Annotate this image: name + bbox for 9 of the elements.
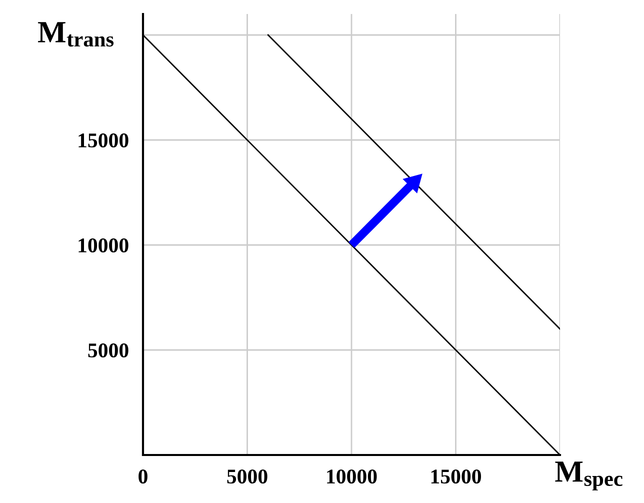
x-tick-label: 10000 [327, 469, 377, 484]
y-axis-title: M$_{trans}$ [38, 22, 114, 47]
x-tick-label: 15000 [431, 469, 481, 484]
y-tick-label: 5000 [88, 343, 128, 358]
x-axis-title: M$_{spec}$ [555, 462, 622, 490]
x-tick-label: 5000 [227, 469, 268, 484]
x-tick-label: 0 [138, 469, 148, 484]
y-tick-label: 15000 [78, 133, 128, 148]
y-tick-label: 10000 [78, 238, 128, 252]
